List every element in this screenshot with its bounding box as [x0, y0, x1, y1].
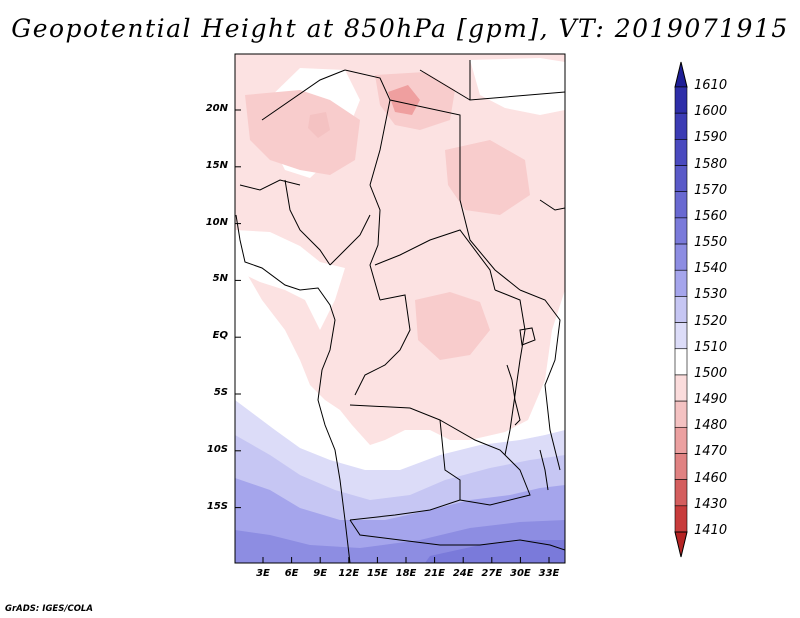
border-cameroon — [329, 214, 371, 266]
colorbar-segment — [674, 374, 688, 402]
grads-credit: GrADS: IGES/COLA — [5, 604, 93, 614]
colorbar-label: 1560 — [694, 208, 728, 224]
border-zambia — [439, 419, 531, 506]
colorbar-segment — [674, 348, 688, 376]
border-southern — [349, 519, 565, 551]
colorbar-label: 1470 — [694, 444, 728, 460]
field-pink-1490-west — [245, 90, 360, 175]
borders — [235, 60, 565, 563]
lon-label: 27E — [481, 568, 503, 579]
colorbar-label: 1480 — [694, 418, 728, 434]
border-angola — [349, 404, 461, 521]
colorbar-label: 1590 — [694, 130, 728, 146]
colorbar-label: 1530 — [694, 287, 728, 303]
lon-label: 18E — [395, 568, 417, 579]
border-congo-drc — [354, 294, 411, 396]
border-chad-sudan — [389, 99, 521, 291]
lat-label: 5N — [212, 273, 228, 285]
colorbar-segment — [674, 269, 688, 297]
colorbar-label: 1520 — [694, 313, 728, 329]
border-drc-east — [494, 289, 526, 456]
field-rose-1480-a — [388, 85, 420, 115]
colorbar-label: 1540 — [694, 261, 728, 277]
lat-label: 10S — [206, 443, 228, 455]
colorbar-segment — [674, 139, 688, 166]
colorbar-segment — [674, 479, 688, 507]
colorbar-top-triangle — [674, 61, 688, 88]
colorbar-label: 1410 — [694, 523, 728, 538]
colorbar-bottom-triangle — [674, 531, 688, 558]
colorbar — [674, 61, 688, 558]
colorbar-segment — [674, 296, 688, 323]
lon-label: 12E — [338, 568, 360, 579]
colorbar-segment — [674, 505, 688, 533]
colorbar-label: 1600 — [694, 104, 728, 120]
colorbar-label: 1490 — [694, 392, 728, 408]
chart-title: Geopotential Height at 850hPa [gpm], VT:… — [11, 14, 789, 43]
colorbar-segment — [674, 426, 688, 454]
colorbar-segment — [674, 243, 688, 271]
lon-label: 6E — [284, 568, 299, 579]
lat-label: 15S — [206, 500, 228, 512]
lon-label: 24E — [452, 568, 474, 579]
lon-label: 3E — [256, 568, 270, 579]
field-rose-1480-b — [308, 112, 330, 138]
colorbar-label: 1460 — [694, 470, 728, 486]
colorbar-label: 1550 — [694, 235, 728, 251]
colorbar-segment — [674, 453, 688, 480]
lon-label: 9E — [313, 568, 328, 579]
field-pink-1490-congo — [415, 292, 490, 360]
lon-label: 15E — [367, 568, 388, 579]
colorbar-segment — [674, 217, 688, 245]
lake-malawi — [539, 449, 549, 491]
colorbar-segment — [674, 165, 688, 193]
lon-label: 21E — [424, 568, 445, 579]
coastline-west-africa — [235, 214, 351, 563]
border-car — [374, 229, 496, 291]
border-nigeria — [284, 179, 331, 266]
colorbar-label: 1500 — [694, 365, 728, 381]
colorbar-label: 1610 — [694, 78, 728, 93]
lat-label: 5S — [213, 387, 228, 398]
field-white-east — [470, 58, 565, 115]
colorbar-segment — [674, 322, 688, 350]
lon-label: 33E — [538, 568, 560, 579]
border-ethiopia — [539, 199, 565, 211]
border-east-africa — [519, 289, 561, 471]
lon-label: 30E — [510, 568, 531, 579]
colorbar-label: 1580 — [694, 156, 728, 172]
field-pink-1490-sudan — [445, 140, 530, 215]
border-westafrica — [239, 179, 301, 191]
lake-tanganyika — [506, 364, 521, 426]
map-frame — [234, 53, 566, 564]
colorbar-segment — [674, 86, 688, 114]
lat-label: 15N — [205, 159, 228, 171]
border-niger-chad — [369, 184, 381, 301]
lake-victoria — [519, 327, 536, 346]
colorbar-segment — [674, 112, 688, 140]
lat-label: EQ — [212, 330, 228, 342]
colorbar-label: 1570 — [694, 182, 728, 198]
border-sahara-2 — [261, 69, 346, 121]
colorbar-label: 1430 — [694, 496, 728, 512]
border-libya — [419, 69, 471, 101]
colorbar-segment — [674, 191, 688, 219]
height-field — [235, 54, 565, 563]
lat-label: 20N — [205, 103, 228, 114]
colorbar-label: 1510 — [694, 339, 728, 355]
colorbar-segment — [674, 400, 688, 428]
axis-ticks — [235, 109, 550, 563]
field-white-gulf — [235, 230, 345, 330]
lat-label: 10N — [205, 216, 228, 228]
field-deep-blue-1550 — [425, 540, 565, 563]
